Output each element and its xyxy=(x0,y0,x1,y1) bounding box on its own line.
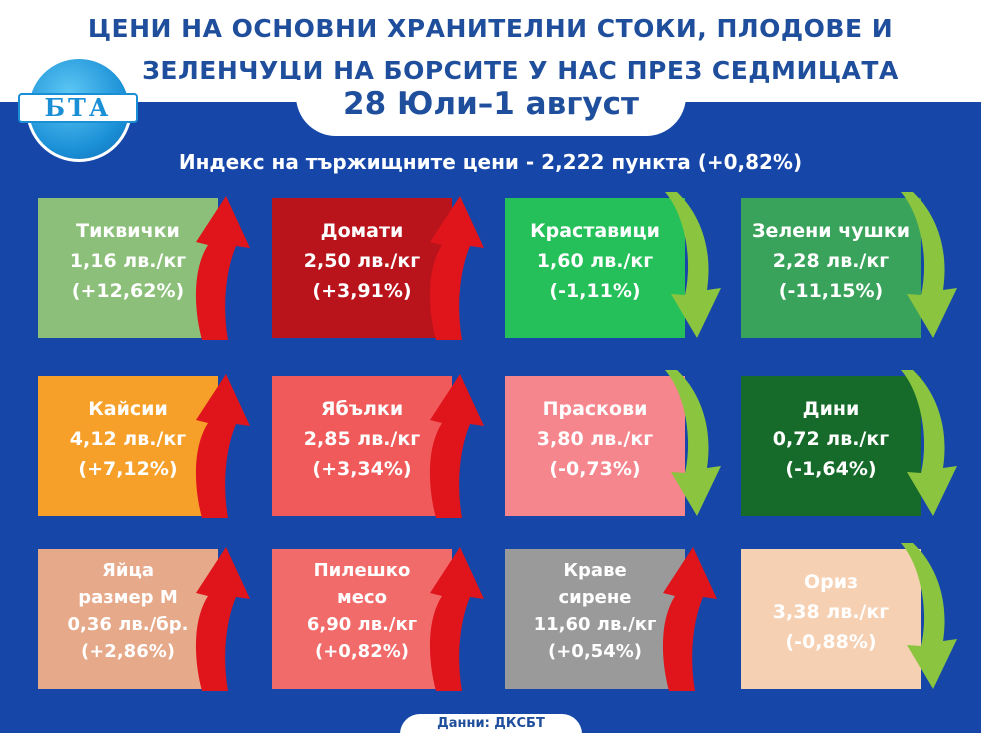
product-name: Краве xyxy=(563,560,627,581)
product-card: Дини 0,72 лв./кг (-1,64%) xyxy=(741,376,921,516)
product-name: Тиквички xyxy=(76,220,180,242)
arrow-down-icon xyxy=(901,192,957,338)
product-card: Пилешко месо 6,90 лв./кг (+0,82%) xyxy=(272,549,452,689)
product-name2: сирене xyxy=(558,587,632,608)
product-price: 3,80 лв./кг xyxy=(536,428,654,450)
product-name: Зелени чушки xyxy=(751,220,911,242)
product-name: Пилешко xyxy=(313,560,411,581)
product-name: Краставици xyxy=(530,220,660,242)
arrow-up-shape xyxy=(195,374,250,518)
product-text: Кайсии 4,12 лв./кг (+7,12%) xyxy=(38,394,218,484)
product-name: Ориз xyxy=(803,571,859,593)
arrow-down-icon xyxy=(665,192,721,338)
date-pill xyxy=(296,80,686,136)
arrow-up-icon xyxy=(195,547,250,691)
product-card: Краве сирене 11,60 лв./кг (+0,54%) xyxy=(505,549,685,689)
arrow-up-shape xyxy=(662,547,717,691)
product-name: Кайсии xyxy=(88,398,168,420)
product-card: Домати 2,50 лв./кг (+3,91%) xyxy=(272,198,452,338)
product-change: (+3,91%) xyxy=(312,280,412,302)
product-change: (+2,86%) xyxy=(81,641,175,662)
product-text: Дини 0,72 лв./кг (-1,64%) xyxy=(741,394,921,484)
arrow-up-icon xyxy=(429,547,484,691)
title-line-1: ЦЕНИ НА ОСНОВНИ ХРАНИТЕЛНИ СТОКИ, ПЛОДОВ… xyxy=(87,14,894,43)
product-text: Ябълки 2,85 лв./кг (+3,34%) xyxy=(272,394,452,484)
product-price: 0,36 лв./бр. xyxy=(67,614,189,635)
product-card: Тиквички 1,16 лв./кг (+12,62%) xyxy=(38,198,218,338)
product-change: (+7,12%) xyxy=(78,458,178,480)
product-change: (+3,34%) xyxy=(312,458,412,480)
product-price: 2,28 лв./кг xyxy=(772,250,890,272)
product-card: Кайсии 4,12 лв./кг (+7,12%) xyxy=(38,376,218,516)
arrow-down-shape xyxy=(665,192,721,338)
date-label: 28 Юли–1 август xyxy=(343,86,639,122)
arrow-down-shape xyxy=(901,370,957,516)
product-change: (-1,64%) xyxy=(785,458,877,480)
arrow-up-shape xyxy=(429,196,484,340)
footer-source: Данни: ДКСБТ xyxy=(437,716,545,731)
product-text: Тиквички 1,16 лв./кг (+12,62%) xyxy=(38,216,218,306)
product-price: 3,38 лв./кг xyxy=(772,601,890,623)
product-text: Праскови 3,80 лв./кг (-0,73%) xyxy=(505,394,685,484)
arrow-down-icon xyxy=(901,370,957,516)
product-change: (-1,11%) xyxy=(549,280,641,302)
product-text: Пилешко месо 6,90 лв./кг (+0,82%) xyxy=(272,557,452,665)
product-price: 0,72 лв./кг xyxy=(772,428,890,450)
product-text: Зелени чушки 2,28 лв./кг (-11,15%) xyxy=(741,216,921,306)
product-change: (-0,73%) xyxy=(549,458,641,480)
price-index-text: Индекс на тържищните цени - 2,222 пункта… xyxy=(178,150,803,174)
product-name2: размер M xyxy=(78,587,178,608)
arrow-down-icon xyxy=(901,543,957,689)
arrow-down-shape xyxy=(665,370,721,516)
product-change: (+0,82%) xyxy=(315,641,409,662)
product-text: Ориз 3,38 лв./кг (-0,88%) xyxy=(741,567,921,657)
arrow-up-icon xyxy=(429,374,484,518)
arrow-up-shape xyxy=(429,374,484,518)
product-text: Краставици 1,60 лв./кг (-1,11%) xyxy=(505,216,685,306)
product-text: Краве сирене 11,60 лв./кг (+0,54%) xyxy=(505,557,685,665)
product-name: Дини xyxy=(802,398,860,420)
product-price: 2,85 лв./кг xyxy=(303,428,421,450)
product-price: 1,60 лв./кг xyxy=(536,250,654,272)
arrow-up-icon xyxy=(195,374,250,518)
product-name: Праскови xyxy=(542,398,648,420)
product-change: (+0,54%) xyxy=(548,641,642,662)
arrow-down-icon xyxy=(665,370,721,516)
bta-logo-band xyxy=(18,93,138,123)
product-card: Яйца размер M 0,36 лв./бр. (+2,86%) xyxy=(38,549,218,689)
product-card: Ориз 3,38 лв./кг (-0,88%) xyxy=(741,549,921,689)
product-name2: месо xyxy=(337,587,387,608)
product-change: (-0,88%) xyxy=(785,631,877,653)
product-name: Домати xyxy=(320,220,404,242)
product-text: Яйца размер M 0,36 лв./бр. (+2,86%) xyxy=(38,557,218,665)
product-name: Яйца xyxy=(102,560,154,581)
bta-logo-text: БТА xyxy=(44,93,112,122)
product-text: Домати 2,50 лв./кг (+3,91%) xyxy=(272,216,452,306)
product-card: Зелени чушки 2,28 лв./кг (-11,15%) xyxy=(741,198,921,338)
product-card: Ябълки 2,85 лв./кг (+3,34%) xyxy=(272,376,452,516)
product-name: Ябълки xyxy=(320,398,404,420)
arrow-up-icon xyxy=(662,547,717,691)
arrow-up-shape xyxy=(429,547,484,691)
arrow-up-icon xyxy=(429,196,484,340)
arrow-up-icon xyxy=(195,196,250,340)
arrow-up-shape xyxy=(195,547,250,691)
product-card: Праскови 3,80 лв./кг (-0,73%) xyxy=(505,376,685,516)
product-change: (-11,15%) xyxy=(778,280,884,302)
product-price: 4,12 лв./кг xyxy=(69,428,187,450)
arrow-down-shape xyxy=(901,192,957,338)
product-price: 1,16 лв./кг xyxy=(69,250,187,272)
product-price: 6,90 лв./кг xyxy=(306,614,418,635)
product-price: 11,60 лв./кг xyxy=(533,614,657,635)
product-change: (+12,62%) xyxy=(71,280,185,302)
arrow-down-shape xyxy=(901,543,957,689)
arrow-up-shape xyxy=(195,196,250,340)
product-price: 2,50 лв./кг xyxy=(303,250,421,272)
product-card: Краставици 1,60 лв./кг (-1,11%) xyxy=(505,198,685,338)
